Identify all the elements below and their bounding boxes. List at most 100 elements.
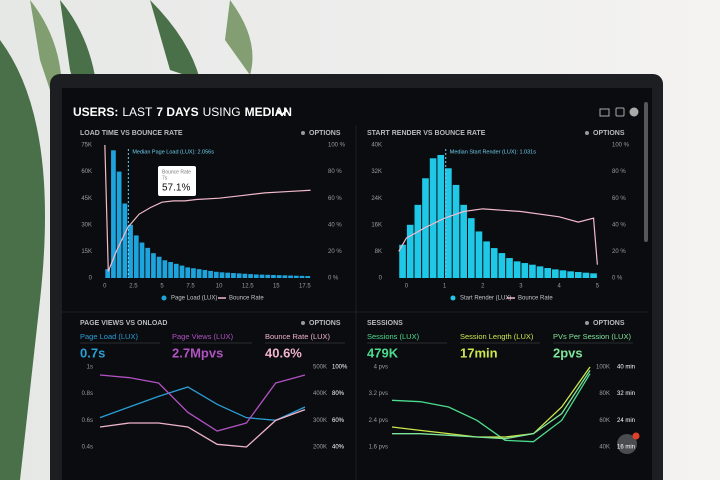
y-tick-label: 15K — [81, 249, 92, 255]
bar — [122, 203, 128, 278]
bar — [179, 265, 185, 278]
kpi-value: 17min — [460, 345, 498, 360]
median-label: Median Page Load (LUX): 2.056s — [132, 149, 214, 155]
bar — [156, 256, 162, 278]
options-icon[interactable] — [585, 131, 589, 135]
bar — [202, 270, 208, 278]
y3-tick-label: 100% — [332, 365, 348, 371]
y2-tick-label: 60K — [599, 418, 610, 424]
kpi-value: 0.7s — [80, 345, 105, 360]
y-tick-label: 45K — [81, 196, 92, 202]
bar — [475, 231, 483, 278]
bar — [105, 269, 111, 278]
options-button[interactable]: OPTIONS — [309, 130, 341, 137]
bar — [133, 235, 139, 278]
chat-button[interactable] — [617, 434, 637, 454]
bar — [567, 271, 574, 278]
tooltip-subtitle: 7s — [162, 175, 168, 181]
x-tick-label: 5 — [160, 284, 164, 290]
bar — [231, 273, 236, 278]
options-button[interactable]: OPTIONS — [309, 320, 341, 327]
y2-tick-label: 40 % — [612, 222, 626, 228]
x-tick-label: 0 — [103, 284, 107, 290]
x-tick-label: 4 — [557, 284, 561, 290]
y3-tick-label: 60% — [332, 418, 345, 424]
options-button[interactable]: OPTIONS — [593, 130, 625, 137]
x-tick-label: 15 — [273, 284, 280, 290]
legend-label: Page Load (LUX) — [171, 296, 217, 302]
y2-tick-label: 80 % — [612, 169, 626, 175]
y-tick-label: 0 — [89, 276, 93, 282]
header-part: USERS: — [73, 105, 118, 119]
bar — [116, 171, 122, 278]
bar — [208, 270, 213, 278]
line — [99, 409, 306, 448]
legend-label: Start Render (LUX) — [460, 296, 511, 302]
y3-tick-label: 16 min — [617, 445, 635, 451]
bar — [590, 273, 597, 278]
y2-tick-label: 100 % — [612, 143, 630, 149]
bar — [498, 253, 506, 278]
y-tick-label: 0.6s — [82, 418, 93, 424]
options-button[interactable]: OPTIONS — [593, 320, 625, 327]
y-tick-label: 60K — [81, 169, 92, 175]
bar — [513, 261, 521, 278]
header-title: USERS: LAST 7 DAYS USING MEDIAN — [73, 105, 292, 119]
x-tick-label: 0 — [405, 284, 409, 290]
bar — [111, 150, 116, 278]
help-icon[interactable] — [629, 107, 639, 117]
bar — [299, 275, 305, 278]
y2-tick-label: 0 % — [328, 276, 339, 282]
y3-tick-label: 40 min — [617, 365, 635, 371]
bar — [196, 269, 202, 278]
line — [391, 366, 591, 438]
y3-tick-label: 24 min — [617, 418, 635, 424]
x-tick-label: 2.5 — [129, 284, 138, 290]
options-icon[interactable] — [301, 131, 305, 135]
panel-title: START RENDER VS BOUNCE RATE — [367, 130, 486, 137]
x-tick-label: 5 — [596, 284, 600, 290]
bar — [536, 266, 544, 278]
x-tick-label: 3 — [519, 284, 523, 290]
dropdown-icon[interactable] — [276, 109, 288, 117]
y-tick-label: 16K — [371, 222, 382, 228]
y-tick-label: 1.6 pvs — [369, 445, 388, 451]
bar — [253, 274, 259, 278]
x-tick-label: 17.5 — [299, 284, 311, 290]
monitor-icon[interactable] — [599, 108, 610, 117]
y-tick-label: 32K — [371, 169, 382, 175]
bar — [293, 275, 299, 278]
bar — [213, 271, 219, 278]
bar — [460, 204, 467, 278]
y-tick-label: 8K — [375, 249, 382, 255]
x-tick-label: 2 — [481, 284, 485, 290]
y2-tick-label: 0 % — [612, 276, 623, 282]
kpi-label: Session Length (LUX) — [460, 332, 534, 341]
panel-title: SESSIONS — [367, 320, 403, 327]
bar — [271, 274, 276, 278]
image-icon[interactable] — [615, 107, 625, 117]
y2-tick-label: 200K — [313, 445, 327, 451]
y-tick-label: 3.2 pvs — [369, 391, 388, 397]
bar — [145, 247, 151, 278]
y2-tick-label: 500K — [313, 365, 327, 371]
options-icon[interactable] — [301, 321, 305, 325]
bar — [467, 218, 475, 278]
tooltip — [158, 166, 196, 196]
y-tick-label: 0.8s — [82, 391, 93, 397]
y2-tick-label: 20 % — [328, 249, 342, 255]
y2-tick-label: 60 % — [612, 196, 626, 202]
bar — [399, 244, 406, 278]
bar — [437, 154, 445, 278]
bar — [259, 274, 265, 278]
bar — [151, 253, 156, 278]
median-label: Median Start Render (LUX): 1.031s — [450, 149, 536, 155]
bar — [191, 268, 196, 278]
y-tick-label: 1s — [87, 365, 93, 371]
bar — [128, 224, 133, 278]
options-icon[interactable] — [585, 321, 589, 325]
y-tick-label: 0.4s — [82, 445, 93, 451]
bar — [406, 224, 414, 278]
bar — [236, 273, 242, 278]
bar — [282, 275, 288, 278]
